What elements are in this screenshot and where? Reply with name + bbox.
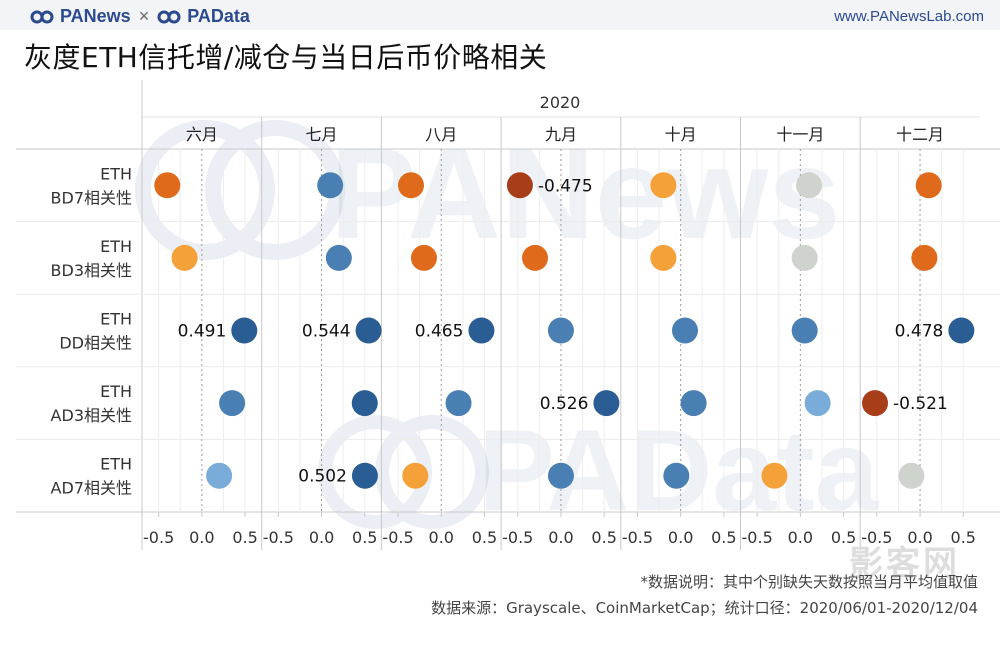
data-point [547, 462, 574, 489]
row-label-line2: BD3相关性 [51, 261, 132, 280]
month-header: 十一月 [776, 125, 824, 144]
row-label-line1: ETH [100, 164, 132, 183]
data-point [915, 172, 942, 199]
correlation-chart: PANews PAData 2020 六月-0.50.00.5七月-0.50.0… [16, 80, 1000, 550]
data-point [911, 244, 938, 271]
data-point [154, 172, 181, 199]
data-point [791, 244, 818, 271]
data-point [231, 317, 258, 344]
padata-logo-icon [157, 10, 181, 23]
data-point [898, 462, 925, 489]
data-point [650, 244, 677, 271]
data-point [219, 390, 246, 417]
row-label-line1: ETH [100, 382, 132, 401]
brand-panews: PANews [60, 6, 131, 26]
data-point [317, 172, 344, 199]
x-tick-label: 0.0 [668, 528, 693, 547]
month-header: 九月 [545, 125, 577, 144]
x-tick-label: 0.0 [189, 528, 214, 547]
row-label-line1: ETH [100, 310, 132, 329]
x-tick-label: 0.0 [429, 528, 454, 547]
data-point [680, 390, 707, 417]
data-point [445, 390, 472, 417]
data-point [171, 244, 198, 271]
x-tick-label: 0.0 [907, 528, 932, 547]
x-tick-label: 0.5 [232, 528, 257, 547]
x-tick-label: 0.5 [472, 528, 497, 547]
data-point [948, 317, 975, 344]
data-point [862, 390, 889, 417]
x-tick-label: -0.5 [382, 528, 413, 547]
data-point [547, 317, 574, 344]
data-point [206, 462, 233, 489]
data-source: 数据来源：Grayscale、CoinMarketCap；统计口径：2020/0… [431, 599, 978, 617]
x-tick-label: 0.5 [711, 528, 736, 547]
data-point [468, 317, 495, 344]
row-label-line2: BD7相关性 [51, 188, 132, 207]
x-tick-label: -0.5 [263, 528, 294, 547]
data-note: *数据说明：其中个别缺失天数按照当月平均值取值 [640, 573, 978, 591]
data-label: 0.526 [540, 394, 589, 414]
data-point [663, 462, 690, 489]
data-point [506, 172, 533, 199]
x-tick-label: -0.5 [742, 528, 773, 547]
x-tick-label: 0.0 [309, 528, 334, 547]
month-header: 十月 [665, 125, 697, 144]
data-label: 0.502 [298, 467, 347, 487]
x-tick-label: 0.5 [831, 528, 856, 547]
site-url[interactable]: www.PANewsLab.com [834, 8, 984, 25]
top-banner: PANews × PAData www.PANewsLab.com [0, 0, 1000, 30]
data-point [804, 390, 831, 417]
data-label: 0.478 [895, 322, 944, 342]
panews-logo-icon [30, 10, 54, 23]
data-point [795, 172, 822, 199]
data-point [398, 172, 425, 199]
brand-separator: × [138, 6, 150, 26]
data-point [671, 317, 698, 344]
data-point [761, 462, 788, 489]
data-point [355, 317, 382, 344]
month-header: 十二月 [896, 125, 944, 144]
data-point [593, 390, 620, 417]
row-label-line2: AD3相关性 [51, 406, 132, 425]
month-header: 八月 [425, 125, 457, 144]
data-label: -0.475 [538, 176, 593, 196]
data-point [410, 244, 437, 271]
data-point [650, 172, 677, 199]
watermark-corner: 影客网 [849, 544, 960, 584]
brand-logo: PANews × PAData [30, 6, 250, 27]
data-point [402, 462, 429, 489]
data-point [791, 317, 818, 344]
data-label: 0.465 [415, 322, 464, 342]
year-label: 2020 [540, 93, 581, 112]
row-label-line2: DD相关性 [59, 334, 132, 353]
row-label-line2: AD7相关性 [51, 479, 132, 498]
x-tick-label: 0.0 [788, 528, 813, 547]
data-label: 0.491 [178, 322, 227, 342]
data-label: -0.521 [893, 394, 948, 414]
brand-padata: PAData [187, 6, 250, 26]
data-point [522, 244, 549, 271]
row-label-line1: ETH [100, 455, 132, 474]
month-header: 六月 [186, 125, 218, 144]
x-tick-label: -0.5 [502, 528, 533, 547]
x-tick-label: 0.0 [548, 528, 573, 547]
chart-title: 灰度ETH信托增/减仓与当日后币价略相关 [24, 41, 548, 74]
x-tick-label: 0.5 [591, 528, 616, 547]
x-tick-label: -0.5 [143, 528, 174, 547]
data-point [351, 462, 378, 489]
data-label: 0.544 [302, 322, 351, 342]
x-tick-label: -0.5 [622, 528, 653, 547]
row-label-line1: ETH [100, 237, 132, 256]
x-tick-label: -0.5 [861, 528, 892, 547]
data-point [325, 244, 352, 271]
month-header: 七月 [306, 125, 338, 144]
data-point [351, 390, 378, 417]
x-tick-label: 0.5 [352, 528, 377, 547]
x-tick-label: 0.5 [951, 528, 976, 547]
